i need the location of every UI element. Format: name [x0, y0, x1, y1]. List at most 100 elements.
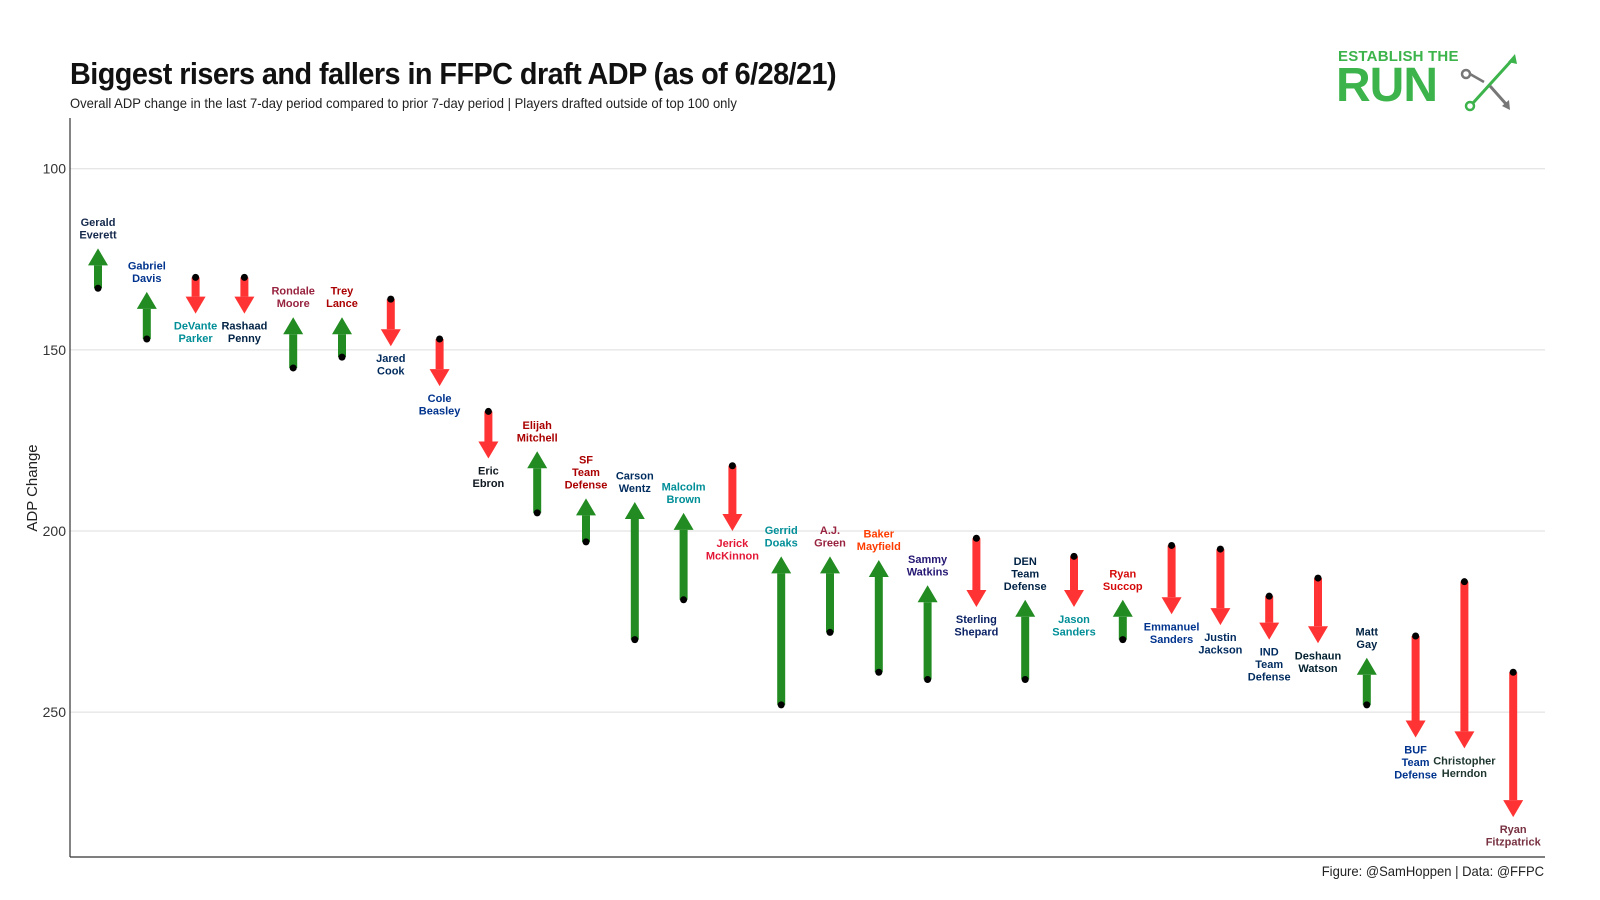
- player-label-matt-gay: Matt Gay: [1355, 626, 1378, 651]
- player-label-gerrid-doaks: Gerrid Doaks: [765, 525, 798, 550]
- start-point-eric-ebron: [484, 407, 492, 415]
- player-label-line: Trey: [331, 286, 355, 298]
- route-arrows-icon: [1460, 54, 1517, 112]
- arrow-head-gerald-everett: [88, 248, 108, 266]
- start-point-elijah-mitchell: [533, 509, 541, 517]
- player-label-malcolm-brown: Malcolm Brown: [662, 481, 706, 506]
- start-point-sammy-watkins: [924, 675, 932, 683]
- player-label-line: Mayfield: [857, 541, 901, 553]
- player-label-line: Jackson: [1198, 645, 1242, 657]
- player-label-line: Gerald: [81, 217, 116, 229]
- player-label-line: Defense: [1004, 581, 1047, 593]
- start-point-devante-parker: [192, 273, 200, 281]
- start-point-ind-team-defense: [1265, 592, 1273, 600]
- start-point-rondale-moore: [289, 364, 297, 372]
- arrow-head-baker-mayfield: [868, 559, 889, 577]
- arrow-head-ryan-fitzpatrick: [1503, 800, 1524, 818]
- start-point-cole-beasley: [436, 335, 444, 343]
- player-label-line: Defense: [565, 479, 608, 491]
- player-label-line: Ebron: [473, 478, 505, 490]
- arrow-head-den-team-defense: [1015, 599, 1036, 617]
- player-label-line: A.J.: [820, 525, 840, 537]
- start-point-sf-team-defense: [582, 538, 590, 546]
- player-label-jerick-mckinnon: Jerick McKinnon: [706, 538, 759, 563]
- player-label-line: BUF: [1404, 744, 1427, 756]
- arrow-head-sf-team-defense: [576, 498, 596, 516]
- player-label-line: Defense: [1248, 672, 1291, 684]
- player-label-line: Rondale: [271, 286, 314, 298]
- player-label-line: Fitzpatrick: [1486, 837, 1542, 849]
- player-label-jared-cook: Jared Cook: [376, 353, 405, 378]
- y-axis: 100 150 200 250: [43, 118, 1545, 858]
- player-label-rashaad-penny: Rashaad Penny: [221, 321, 267, 346]
- player-label-line: Wentz: [619, 483, 652, 495]
- player-label-gabriel-davis: Gabriel Davis: [128, 260, 166, 285]
- arrow-head-sterling-shepard: [966, 590, 987, 608]
- player-label-line: Penny: [228, 333, 262, 345]
- player-label-line: Team: [1011, 568, 1039, 580]
- start-point-sterling-shepard: [972, 534, 980, 542]
- player-label-line: Team: [1402, 757, 1430, 769]
- chart-subtitle: Overall ADP change in the last 7-day per…: [70, 95, 737, 111]
- player-label-ryan-succop: Ryan Succop: [1103, 568, 1143, 593]
- player-label-cole-beasley: Cole Beasley: [419, 393, 461, 418]
- player-label-ryan-fitzpatrick: Ryan Fitzpatrick: [1486, 824, 1542, 849]
- player-label-line: Davis: [132, 273, 161, 285]
- arrow-head-aj-green: [820, 556, 840, 574]
- player-label-aj-green: A.J. Green: [814, 525, 846, 550]
- player-label-line: Beasley: [419, 406, 461, 418]
- player-label-line: Jerick: [716, 538, 749, 550]
- player-label-line: Shepard: [954, 627, 998, 639]
- start-point-christopher-herndon: [1460, 578, 1468, 586]
- start-point-jared-cook: [387, 295, 395, 303]
- start-point-trey-lance: [338, 353, 346, 361]
- player-label-line: Christopher: [1433, 755, 1496, 767]
- arrow-head-elijah-mitchell: [527, 451, 548, 469]
- player-label-jason-sanders: Jason Sanders: [1052, 614, 1095, 639]
- player-label-line: Eric: [478, 466, 499, 478]
- player-label-line: Ryan: [1109, 568, 1136, 580]
- player-label-rondale-moore: Rondale Moore: [271, 286, 314, 311]
- player-label-elijah-mitchell: Elijah Mitchell: [517, 420, 558, 445]
- y-tick-label: 100: [43, 161, 67, 177]
- player-label-line: Emmanuel: [1144, 621, 1200, 633]
- player-label-line: Carson: [616, 470, 654, 482]
- player-label-christopher-herndon: Christopher Herndon: [1433, 755, 1496, 780]
- player-label-deshaun-watson: Deshaun Watson: [1295, 650, 1342, 675]
- player-label-line: Succop: [1103, 581, 1143, 593]
- player-label-line: Lance: [326, 298, 358, 310]
- player-label-line: Malcolm: [662, 481, 706, 493]
- player-label-den-team-defense: DEN Team Defense: [1004, 556, 1047, 593]
- player-arrows: [88, 248, 1524, 818]
- start-point-ryan-succop: [1119, 636, 1127, 644]
- player-label-line: Sterling: [956, 614, 997, 626]
- player-label-line: Sammy: [908, 554, 948, 566]
- player-label-eric-ebron: Eric Ebron: [473, 466, 505, 491]
- player-label-line: SF: [579, 454, 593, 466]
- y-axis-label: ADP Change: [24, 444, 41, 531]
- player-label-line: Moore: [277, 298, 310, 310]
- player-label-line: Parker: [178, 333, 213, 345]
- start-point-gerrid-doaks: [777, 701, 785, 709]
- player-label-buf-team-defense: BUF Team Defense: [1394, 744, 1437, 781]
- logo-line-run: RUN: [1336, 59, 1438, 112]
- player-label-line: Gabriel: [128, 260, 166, 272]
- start-point-ryan-fitzpatrick: [1509, 668, 1517, 676]
- arrow-head-gerrid-doaks: [771, 556, 792, 574]
- player-label-line: Gay: [1356, 639, 1378, 651]
- player-label-line: Jared: [376, 353, 405, 365]
- player-label-sf-team-defense: SF Team Defense: [565, 454, 608, 491]
- player-label-devante-parker: DeVante Parker: [174, 321, 217, 346]
- player-label-justin-jackson: Justin Jackson: [1198, 632, 1242, 657]
- arrow-head-rashaad-penny: [234, 296, 255, 314]
- arrow-head-devante-parker: [185, 296, 206, 314]
- arrow-head-jason-sanders: [1064, 590, 1084, 608]
- player-label-sammy-watkins: Sammy Watkins: [907, 554, 949, 579]
- start-point-matt-gay: [1363, 701, 1371, 709]
- arrow-head-gabriel-davis: [136, 291, 157, 309]
- arrow-head-jerick-mckinnon: [722, 513, 743, 531]
- player-label-emmanuel-sanders: Emmanuel Sanders: [1144, 621, 1200, 646]
- logo-line-establish: ESTABLISH THE: [1338, 48, 1459, 65]
- player-label-line: Brown: [666, 494, 701, 506]
